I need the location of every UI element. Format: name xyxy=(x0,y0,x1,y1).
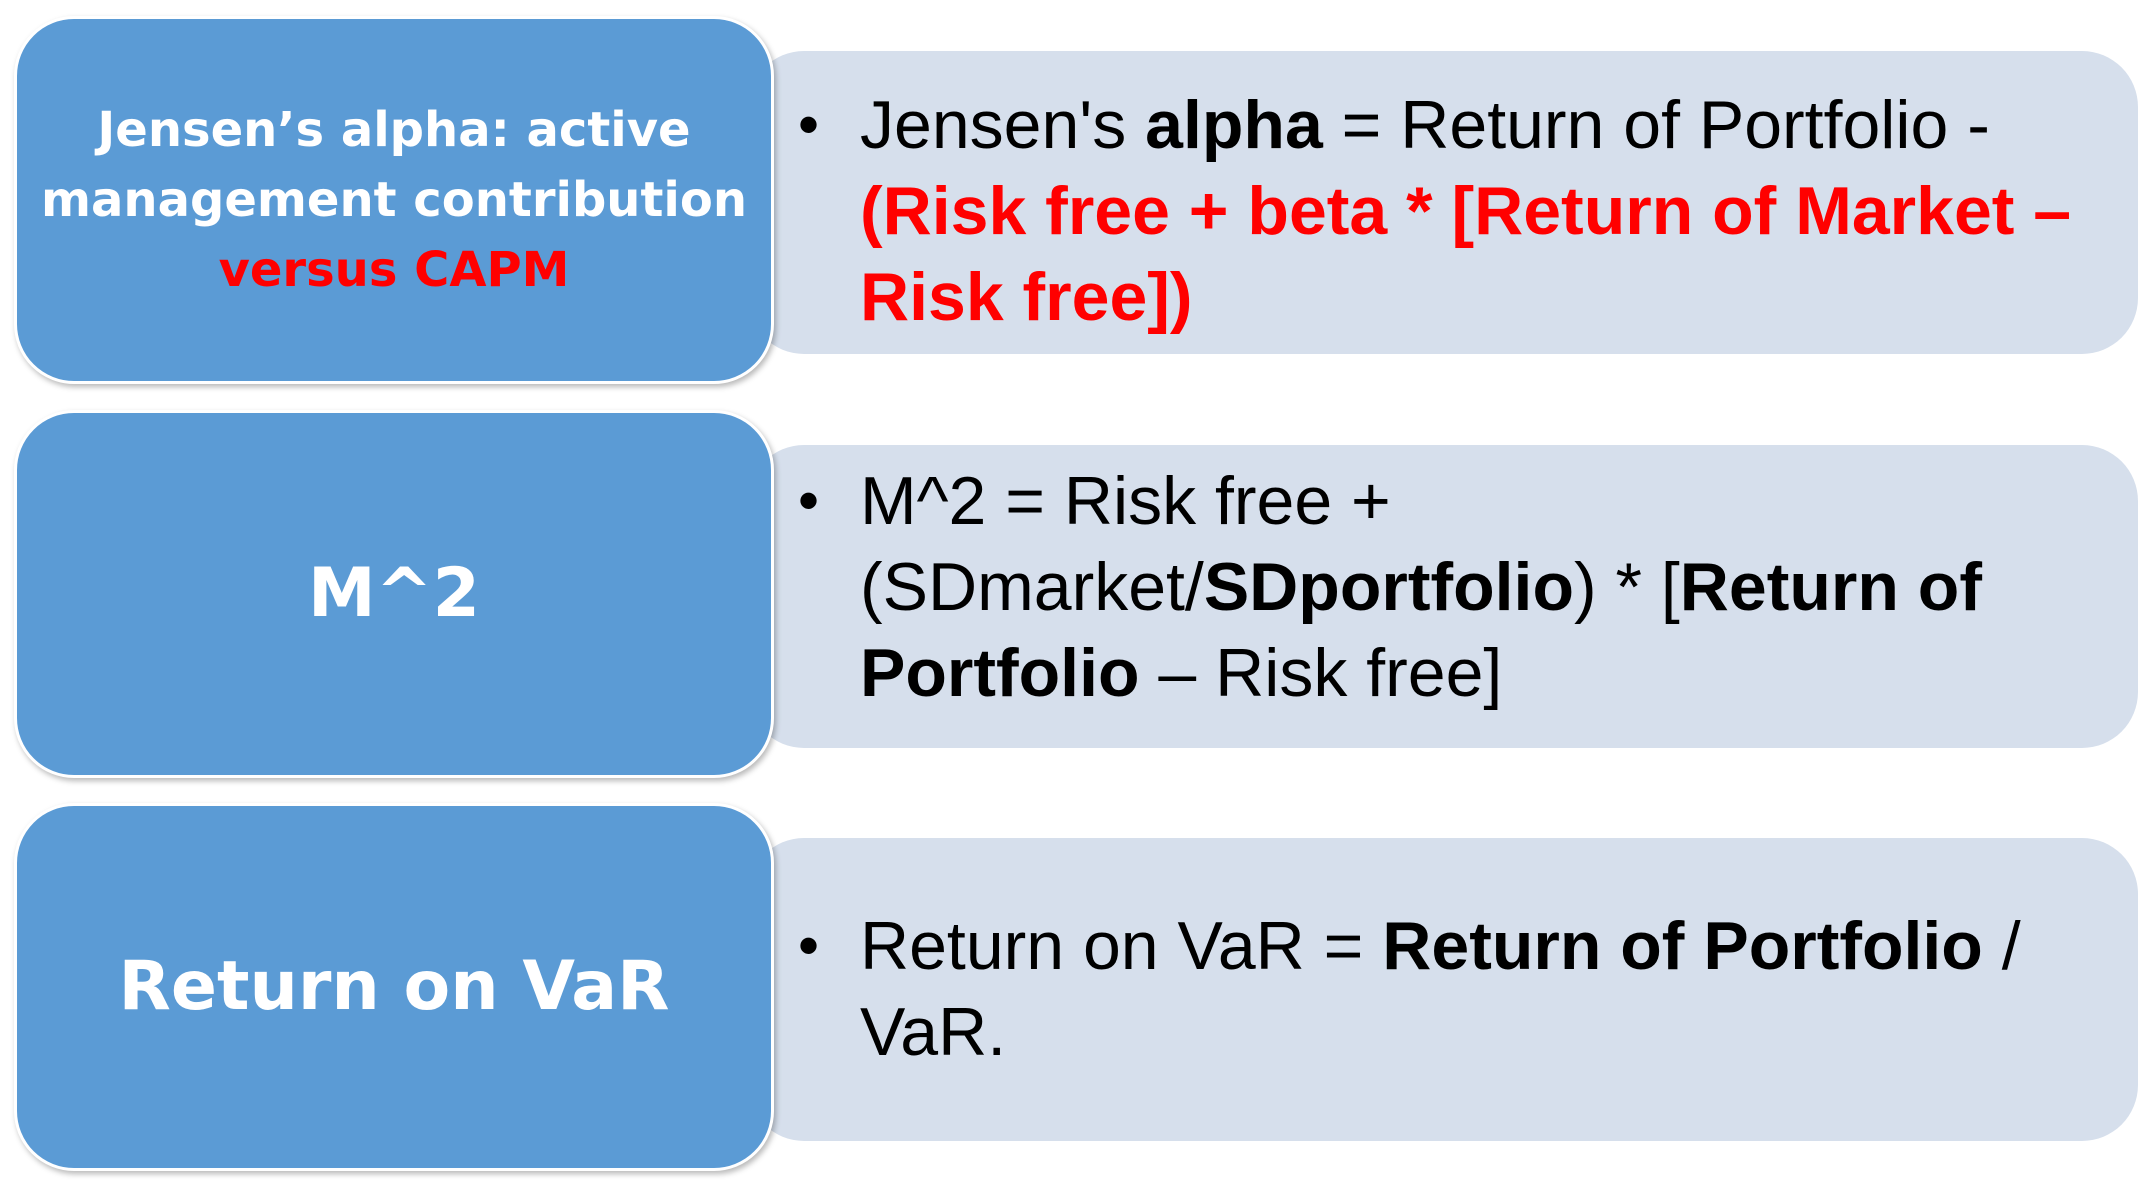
formula-part: Return on VaR = xyxy=(860,908,1383,984)
metric-label: Jensen’s alpha: active management contri… xyxy=(17,95,771,305)
metric-label-box: Jensen’s alpha: active management contri… xyxy=(14,16,774,384)
metric-label: Return on VaR xyxy=(119,947,670,1027)
formula-part: = Return of Portfolio - xyxy=(1322,87,1990,163)
formula-part: / VaR. xyxy=(860,908,2021,1070)
bullet-marker: • xyxy=(798,91,820,158)
metric-row-jensens-alpha: Jensen’s alpha: active management contri… xyxy=(0,14,2150,394)
metric-label-text: M^2 xyxy=(308,554,480,633)
formula-part: – Risk free] xyxy=(1139,635,1503,711)
formula-part: M^2 = Risk free + (SDmarket/ xyxy=(860,463,1391,625)
metric-label-highlight: versus CAPM xyxy=(218,242,570,298)
formula-part-bold: Return of Portfolio xyxy=(860,549,1982,711)
definition-panel xyxy=(748,445,2138,748)
definition-text: • M^2 = Risk free + (SDmarket/SDportfolio… xyxy=(798,458,2110,716)
bullet-marker: • xyxy=(798,467,820,534)
metric-row-m-squared: M^2 • M^2 = Risk free + (SDmarket/SDportf… xyxy=(0,408,2150,788)
formula-part: ) * [ xyxy=(1573,549,1680,625)
metric-row-return-on-var: Return on VaR • Return on VaR = Return of… xyxy=(0,801,2150,1181)
formula-part: Jensen's xyxy=(860,87,1146,163)
metric-label-box: M^2 xyxy=(14,410,774,778)
definition-panel xyxy=(748,838,2138,1141)
metric-label-text: Jensen’s alpha: active management contri… xyxy=(40,102,748,228)
formula-part-bold: alpha xyxy=(1145,87,1323,163)
formula-part-bold: SDportfolio xyxy=(1203,549,1574,625)
bullet-marker: • xyxy=(798,912,820,979)
metric-label: M^2 xyxy=(308,554,480,634)
metric-label-text: Return on VaR xyxy=(118,947,670,1026)
definition-panel xyxy=(748,51,2138,354)
formula-part-highlight: (Risk free + beta * [Return of Market – … xyxy=(860,173,2072,335)
formula-part-bold: Return of Portfolio xyxy=(1382,908,1983,984)
definition-text: • Return on VaR = Return of Portfolio / V… xyxy=(798,903,2110,1075)
metric-label-box: Return on VaR xyxy=(14,803,774,1171)
definition-text: • Jensen's alpha = Return of Portfolio - … xyxy=(798,82,2110,340)
